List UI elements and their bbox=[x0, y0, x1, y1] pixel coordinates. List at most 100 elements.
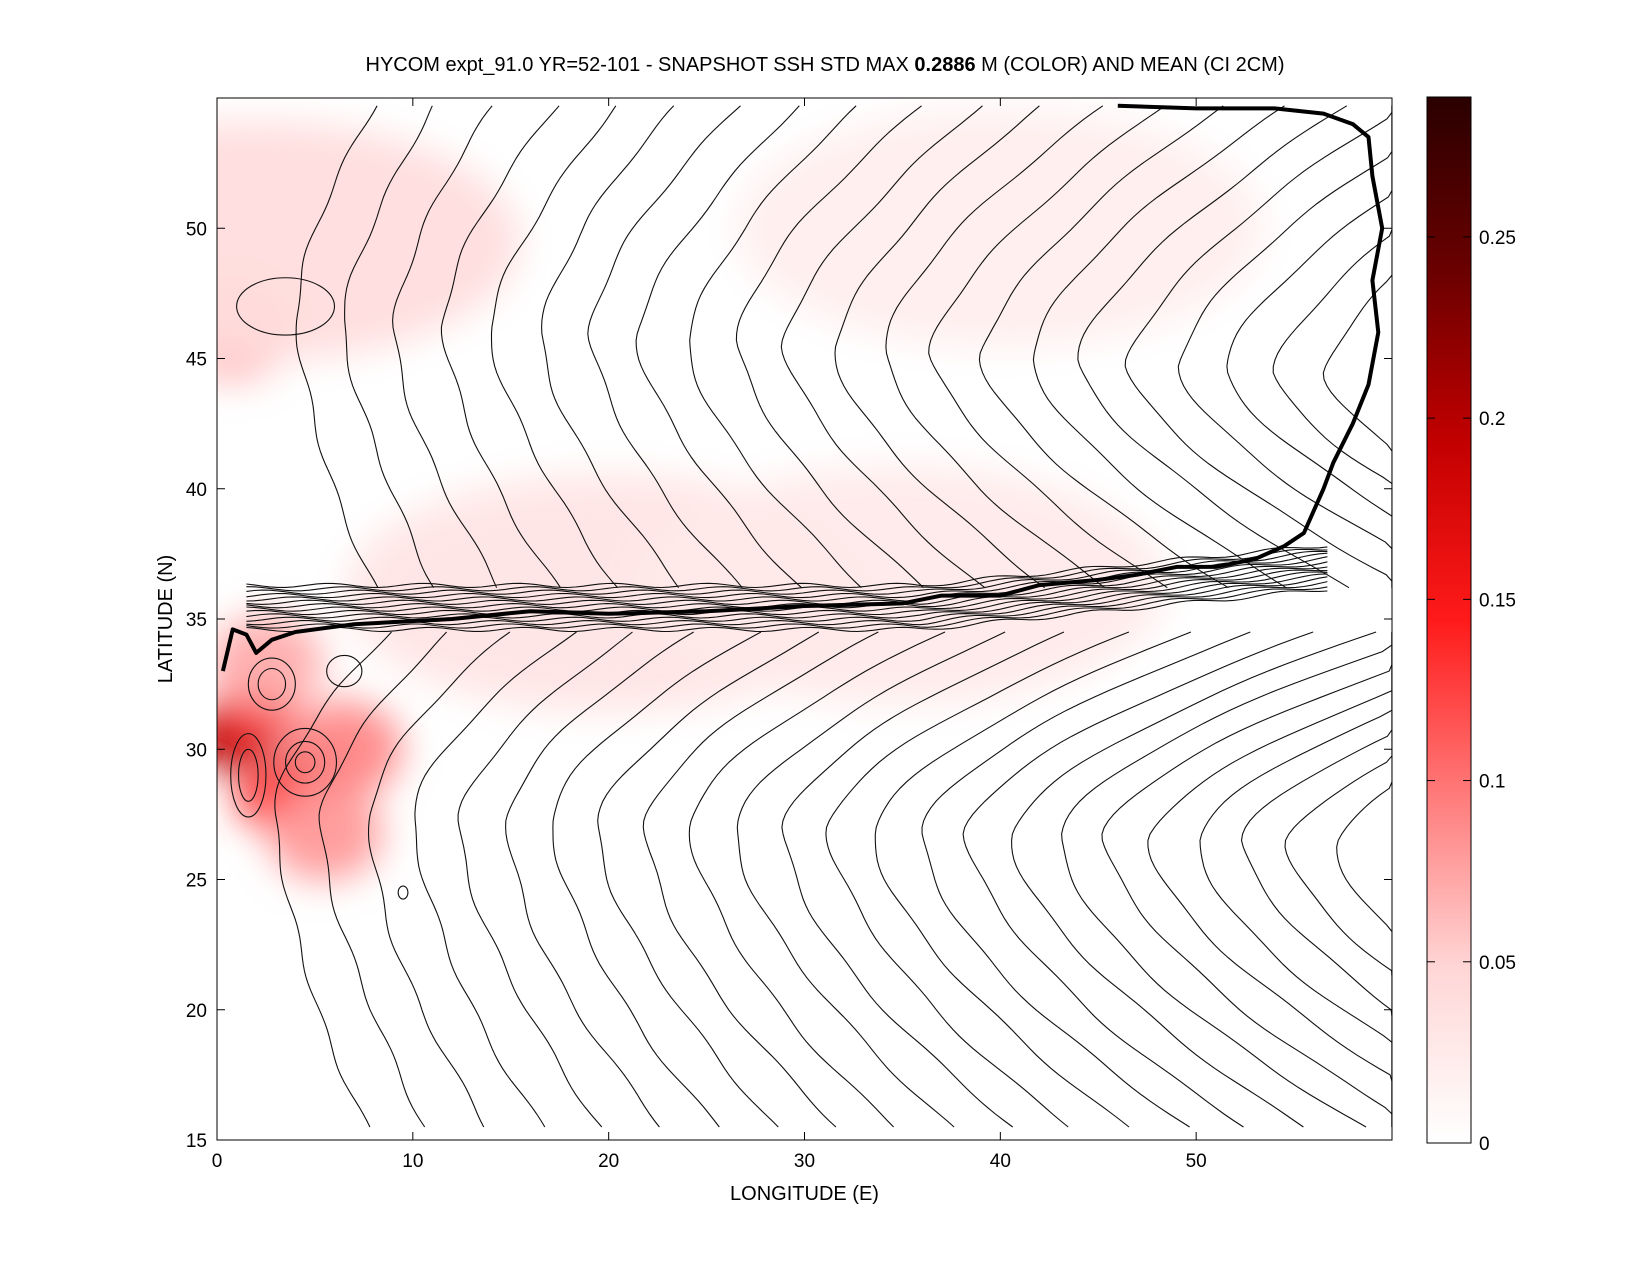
mean-contour bbox=[246, 566, 1328, 609]
mean-contour bbox=[834, 105, 1046, 589]
std-hotspot bbox=[217, 615, 324, 712]
mean-contour bbox=[1284, 632, 1392, 1127]
mean-contour bbox=[392, 105, 498, 588]
mean-contour bbox=[1199, 632, 1392, 1127]
y-tick-label: 20 bbox=[186, 1001, 207, 1022]
chart-title: HYCOM expt_91.0 YR=52-101 - SNAPSHOT SSH… bbox=[0, 54, 1650, 77]
std-hotspot bbox=[217, 121, 521, 362]
mean-contour bbox=[1226, 105, 1392, 588]
mean-contour bbox=[689, 105, 862, 589]
mean-contour bbox=[1147, 632, 1392, 1127]
mean-contour bbox=[587, 105, 743, 589]
eddy-contour bbox=[230, 733, 267, 818]
eddy-contour bbox=[247, 657, 296, 711]
x-tick-label: 10 bbox=[402, 1151, 423, 1172]
eddy-contour bbox=[326, 654, 363, 688]
mean-contour bbox=[1322, 105, 1392, 588]
x-tick-label: 40 bbox=[990, 1151, 1011, 1172]
title-max-value: 0.2886 bbox=[914, 54, 976, 76]
mean-contour bbox=[246, 590, 1328, 633]
colorbar: 0 0.05 0.1 0.15 0.2 0.25 bbox=[1426, 96, 1516, 1155]
colorbar-tick-label: 0 bbox=[1479, 1134, 1490, 1155]
mean-contour bbox=[781, 631, 1065, 1128]
y-axis: 15 20 25 30 35 40 45 50 bbox=[186, 219, 1392, 1152]
mean-contour bbox=[318, 631, 447, 1128]
mean-contour bbox=[246, 573, 1328, 619]
mean-contour bbox=[541, 105, 680, 589]
eddy-contour bbox=[236, 277, 336, 336]
mean-contour bbox=[1124, 105, 1392, 588]
mean-contour bbox=[1032, 105, 1287, 589]
mean-contour bbox=[1177, 105, 1392, 588]
mean-contour bbox=[642, 631, 879, 1128]
eddy-contour bbox=[397, 885, 409, 900]
mean-contour bbox=[921, 631, 1251, 1128]
mean-contour bbox=[874, 631, 1192, 1128]
mean-contour bbox=[414, 631, 577, 1128]
mean-contour bbox=[274, 631, 392, 1128]
mean-contour bbox=[1077, 105, 1350, 589]
mean-contour bbox=[825, 631, 1130, 1128]
y-tick-label: 25 bbox=[186, 871, 207, 892]
y-tick-label: 30 bbox=[186, 740, 207, 761]
mean-contour bbox=[246, 548, 1328, 592]
mean-contour bbox=[780, 105, 986, 589]
title-prefix: HYCOM expt_91.0 YR=52-101 - SNAPSHOT SSH… bbox=[365, 54, 915, 76]
mean-contour bbox=[635, 105, 802, 589]
x-tick-label: 50 bbox=[1186, 1151, 1207, 1172]
y-tick-label: 40 bbox=[186, 480, 207, 501]
x-axis: 0 10 20 30 40 50 bbox=[212, 98, 1207, 1172]
eddy-contour bbox=[273, 727, 338, 797]
eddy-contour bbox=[284, 740, 326, 784]
plot-area bbox=[216, 97, 1393, 1141]
title-suffix: M (COLOR) AND MEAN (CI 2CM) bbox=[975, 54, 1285, 76]
mean-contour bbox=[1240, 632, 1392, 1127]
x-tick-label: 30 bbox=[794, 1151, 815, 1172]
mean-contour bbox=[1272, 105, 1392, 588]
x-tick-label: 0 bbox=[212, 1151, 223, 1172]
mean-contour bbox=[295, 105, 379, 588]
colorbar-tick-label: 0.15 bbox=[1479, 590, 1516, 611]
mean-contour bbox=[246, 569, 1328, 612]
mean-contour bbox=[246, 571, 1328, 616]
std-hotspot bbox=[267, 784, 383, 881]
eddy-contour bbox=[257, 667, 287, 701]
mean-contour bbox=[736, 631, 1006, 1128]
mean-contour bbox=[885, 105, 1106, 589]
mean-contour bbox=[246, 581, 1328, 626]
colorbar-tick-label: 0.1 bbox=[1479, 772, 1505, 793]
y-tick-label: 45 bbox=[186, 350, 207, 371]
mean-contour bbox=[505, 631, 694, 1128]
mean-contour bbox=[246, 546, 1328, 589]
mean-contour bbox=[246, 550, 1328, 595]
colorbar-scale bbox=[1426, 96, 1472, 1144]
std-hotspot bbox=[736, 108, 1265, 349]
std-hotspot bbox=[286, 701, 402, 798]
mean-contour bbox=[1061, 632, 1392, 1128]
mean-contour bbox=[457, 631, 633, 1128]
mean-contour bbox=[978, 105, 1229, 589]
mean-contour bbox=[1336, 632, 1392, 1127]
x-axis-label: LONGITUDE (E) bbox=[730, 1183, 879, 1205]
mean-contour bbox=[1011, 631, 1377, 1128]
y-tick-label: 15 bbox=[186, 1131, 207, 1152]
mean-contour bbox=[597, 631, 820, 1128]
mean-ssh-contours bbox=[230, 105, 1392, 1128]
eddy-contour bbox=[294, 751, 316, 774]
mean-contour bbox=[688, 631, 946, 1128]
mean-contour bbox=[928, 105, 1168, 589]
colorbar-tick-label: 0.05 bbox=[1479, 953, 1516, 974]
mean-contour bbox=[246, 561, 1328, 605]
colorbar-tick-label: 0.2 bbox=[1479, 409, 1505, 430]
mean-contour bbox=[367, 631, 511, 1128]
mean-contour bbox=[490, 105, 619, 589]
mean-contour bbox=[1101, 632, 1392, 1127]
eddy-contour bbox=[237, 748, 259, 802]
mean-contour bbox=[735, 105, 924, 589]
y-axis-label: LATITUDE (N) bbox=[155, 555, 177, 684]
zero-mean-contour bbox=[220, 103, 1385, 672]
mean-contour bbox=[962, 631, 1314, 1128]
mean-contour bbox=[344, 105, 435, 588]
y-tick-label: 50 bbox=[186, 219, 207, 240]
